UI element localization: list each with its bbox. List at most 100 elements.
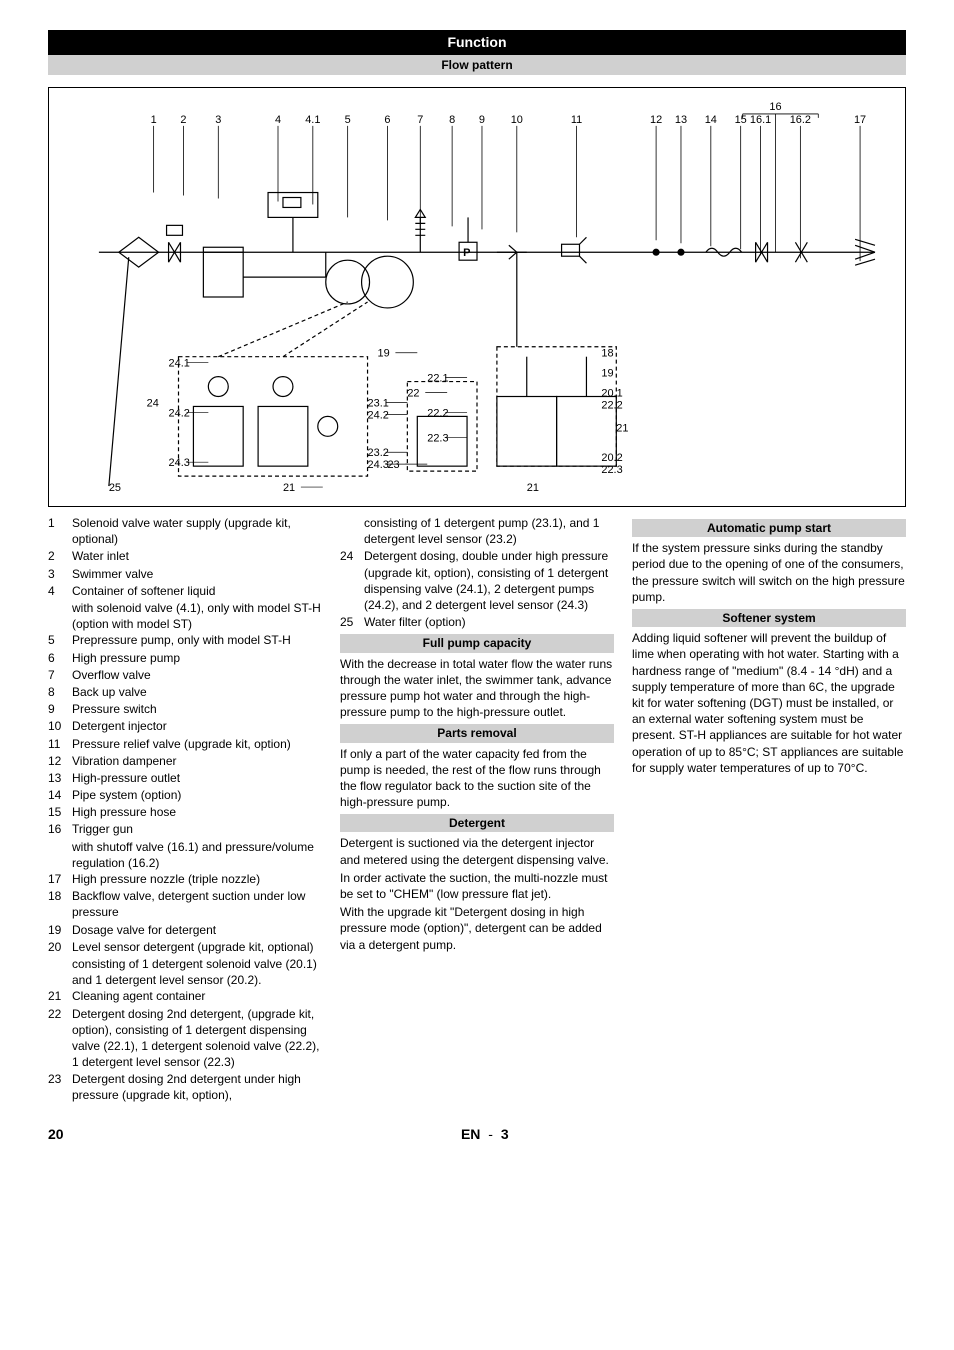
page-number-left: 20 (48, 1125, 64, 1144)
legend-text: Vibration dampener (72, 753, 322, 769)
legend-item: 7Overflow valve (48, 667, 322, 683)
column-middle: consisting of 1 detergent pump (23.1), a… (340, 515, 614, 1105)
section-body: In order activate the suction, the multi… (340, 870, 614, 902)
legend-item: 3 Swimmer valve (48, 566, 322, 582)
legend-text: Solenoid valve water supply (upgrade kit… (72, 515, 322, 547)
svg-text:12: 12 (650, 114, 662, 126)
flow-diagram: 12344.1567891011121314151616.116.217 P (48, 87, 906, 507)
section-heading: Parts removal (340, 724, 614, 742)
legend-item: 22Detergent dosing 2nd detergent, (upgra… (48, 1006, 322, 1071)
svg-text:24.3: 24.3 (368, 459, 389, 471)
svg-text:22.3: 22.3 (601, 464, 622, 476)
column-right: Automatic pump startIf the system pressu… (632, 515, 906, 1105)
svg-text:22.2: 22.2 (601, 400, 622, 412)
p-box: P (463, 247, 470, 259)
legend-text: Pressure relief valve (upgrade kit, opti… (72, 736, 322, 752)
svg-text:23.1: 23.1 (368, 398, 389, 410)
svg-text:21: 21 (616, 422, 628, 434)
legend-item: 4 Container of softener liquid (48, 583, 322, 599)
legend-number: 19 (48, 922, 66, 938)
legend-item: 10Detergent injector (48, 718, 322, 734)
legend-text: Cleaning agent container (72, 988, 322, 1004)
svg-text:5: 5 (345, 114, 351, 126)
svg-text:23.2: 23.2 (368, 447, 389, 459)
svg-text:15: 15 (735, 114, 747, 126)
legend-number: 16 (48, 821, 66, 837)
legend-text: High pressure hose (72, 804, 322, 820)
svg-text:22: 22 (407, 388, 419, 400)
svg-text:19: 19 (601, 368, 613, 380)
legend-item: 25Water filter (option) (340, 614, 614, 630)
legend-number: 15 (48, 804, 66, 820)
legend-item: 21Cleaning agent container (48, 988, 322, 1004)
svg-text:1: 1 (151, 114, 157, 126)
legend-number: 18 (48, 888, 66, 920)
section-body: With the upgrade kit "Detergent dosing i… (340, 904, 614, 953)
svg-text:24.2: 24.2 (368, 409, 389, 421)
legend-item: 2 Water inlet (48, 548, 322, 564)
legend-item: 5 Prepressure pump, only with model ST-H (48, 632, 322, 648)
legend-text: Backflow valve, detergent suction under … (72, 888, 322, 920)
legend-text: Detergent dosing 2nd detergent, (upgrade… (72, 1006, 322, 1071)
legend-number: 2 (48, 548, 66, 564)
footer-lang: EN (461, 1126, 480, 1142)
section-body: Detergent is suctioned via the detergent… (340, 835, 614, 867)
legend-number: 17 (48, 871, 66, 887)
page-number-center: EN - 3 (461, 1125, 509, 1144)
page-title-bar: Function (48, 30, 906, 55)
svg-text:7: 7 (417, 114, 423, 126)
svg-text:8: 8 (449, 114, 455, 126)
legend-item: consisting of 1 detergent pump (23.1), a… (340, 515, 614, 547)
legend-number: 5 (48, 632, 66, 648)
svg-text:22.1: 22.1 (427, 373, 448, 385)
legend-text: Container of softener liquid (72, 583, 322, 599)
svg-text:19: 19 (378, 348, 390, 360)
legend-item: 1Solenoid valve water supply (upgrade ki… (48, 515, 322, 547)
svg-text:13: 13 (675, 114, 687, 126)
footer-sep: - (488, 1126, 493, 1142)
svg-text:4: 4 (275, 114, 281, 126)
svg-text:23: 23 (387, 459, 399, 471)
svg-text:24.2: 24.2 (169, 407, 190, 419)
legend-number: 20 (48, 939, 66, 955)
legend-item: 24Detergent dosing, double under high pr… (340, 548, 614, 613)
legend-number: 22 (48, 1006, 66, 1071)
svg-text:11: 11 (571, 114, 582, 126)
legend-subtext: with shutoff valve (16.1) and pressure/v… (72, 839, 322, 871)
legend-text: Level sensor detergent (upgrade kit, opt… (72, 939, 322, 955)
legend-text: Prepressure pump, only with model ST-H (72, 632, 322, 648)
legend-text: High-pressure outlet (72, 770, 322, 786)
legend-text: Water inlet (72, 548, 322, 564)
column-left: 1Solenoid valve water supply (upgrade ki… (48, 515, 322, 1105)
legend-text: consisting of 1 detergent pump (23.1), a… (364, 515, 614, 547)
svg-text:9: 9 (479, 114, 485, 126)
legend-text: Dosage valve for detergent (72, 922, 322, 938)
svg-text:4.1: 4.1 (305, 114, 320, 126)
legend-number: 10 (48, 718, 66, 734)
svg-text:17: 17 (854, 114, 866, 126)
legend-item: 19 Dosage valve for detergent (48, 922, 322, 938)
legend-number: 7 (48, 667, 66, 683)
svg-text:3: 3 (215, 114, 221, 126)
legend-number: 3 (48, 566, 66, 582)
legend-item: 20 Level sensor detergent (upgrade kit, o… (48, 939, 322, 955)
legend-number: 4 (48, 583, 66, 599)
svg-text:24: 24 (147, 398, 159, 410)
content-columns: 1Solenoid valve water supply (upgrade ki… (48, 515, 906, 1105)
section-heading: Softener system (632, 609, 906, 627)
legend-item: 14Pipe system (option) (48, 787, 322, 803)
legend-text: Detergent dosing 2nd detergent under hig… (72, 1071, 322, 1103)
legend-text: Water filter (option) (364, 614, 614, 630)
legend-item: 13High-pressure outlet (48, 770, 322, 786)
legend-subtext: with solenoid valve (4.1), only with mod… (72, 600, 322, 632)
subtitle-bar: Flow pattern (48, 55, 906, 75)
legend-text: Swimmer valve (72, 566, 322, 582)
svg-text:21: 21 (527, 482, 539, 494)
svg-text:16: 16 (769, 101, 781, 113)
legend-number: 11 (48, 736, 66, 752)
legend-text: Trigger gun (72, 821, 322, 837)
legend-item: 12Vibration dampener (48, 753, 322, 769)
section-heading: Detergent (340, 814, 614, 832)
legend-number: 6 (48, 650, 66, 666)
legend-number (340, 515, 358, 547)
